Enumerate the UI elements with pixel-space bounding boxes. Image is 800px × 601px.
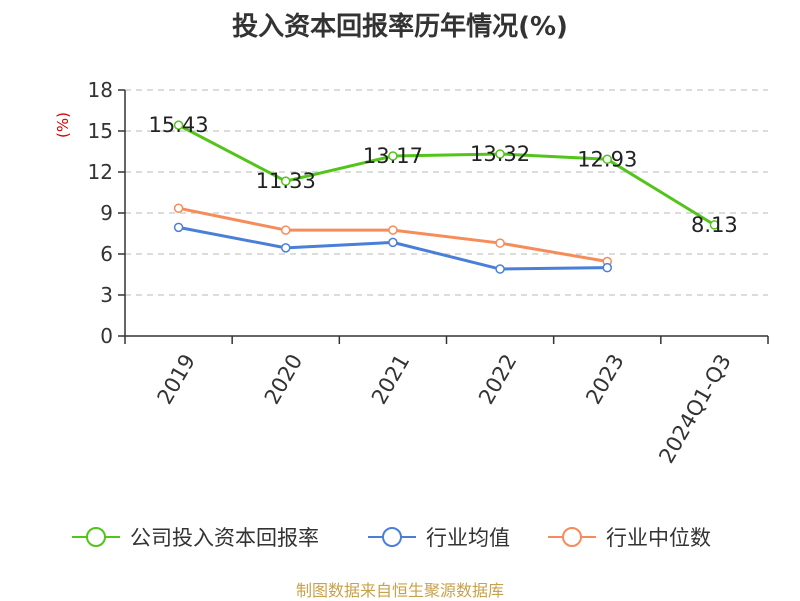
y-tick-label: 6 <box>100 242 113 266</box>
x-tick-label: 2021 <box>367 350 415 408</box>
data-point <box>709 220 720 230</box>
legend-label: 行业均值 <box>426 526 510 550</box>
line-chart: (%) 0 3 6 9 12 15 18 2019 2020 2021 2022 2023 2024Q1… <box>54 78 769 467</box>
data-label: 13.17 <box>363 144 423 168</box>
data-label: 13.32 <box>470 142 530 166</box>
y-tick-label: 15 <box>88 119 113 143</box>
data-point <box>388 225 398 235</box>
y-axis-label: (%) <box>54 112 72 138</box>
x-tick-label: 2020 <box>260 350 308 408</box>
data-point <box>281 225 291 235</box>
data-point <box>495 264 505 274</box>
legend-item-1[interactable]: 行业均值 <box>368 520 510 554</box>
data-point <box>281 176 291 186</box>
y-tick-label: 0 <box>100 324 113 348</box>
series-line-0 <box>177 123 716 227</box>
data-point <box>388 237 398 248</box>
legend-label: 公司投入资本回报率 <box>130 526 319 550</box>
legend: 公司投入资本回报率 行业均值 行业中位数 <box>0 520 800 554</box>
data-point <box>388 151 398 161</box>
legend-item-0[interactable]: 公司投入资本回报率 <box>72 520 319 554</box>
y-tick-label: 18 <box>88 78 113 102</box>
data-point <box>495 149 505 159</box>
legend-swatch <box>548 527 596 547</box>
x-tick-label: 2024Q1-Q3 <box>654 350 736 467</box>
chart-title: 投入资本回报率历年情况(%) <box>232 12 568 42</box>
y-tick-label: 9 <box>100 201 113 225</box>
data-label: 11.33 <box>256 169 316 193</box>
data-point <box>495 238 505 248</box>
data-point <box>173 203 184 213</box>
data-label: 8.13 <box>691 213 738 237</box>
legend-label: 行业中位数 <box>606 526 711 550</box>
legend-swatch <box>72 527 120 547</box>
data-label: 12.93 <box>577 147 637 171</box>
legend-item-2[interactable]: 行业中位数 <box>548 520 711 554</box>
source-note: 制图数据来自恒生聚源数据库 <box>295 581 504 600</box>
data-label: 15.43 <box>149 113 209 137</box>
x-tick-label: 2023 <box>581 350 629 408</box>
data-point <box>602 154 612 165</box>
data-point <box>173 120 184 130</box>
y-tick-label: 12 <box>88 160 113 184</box>
data-point <box>173 222 184 233</box>
y-tick-label: 3 <box>100 283 113 307</box>
legend-swatch <box>368 527 416 547</box>
data-point <box>602 262 612 273</box>
data-point <box>281 243 291 253</box>
x-tick-label: 2022 <box>474 350 522 408</box>
x-tick-label: 2019 <box>153 350 201 408</box>
